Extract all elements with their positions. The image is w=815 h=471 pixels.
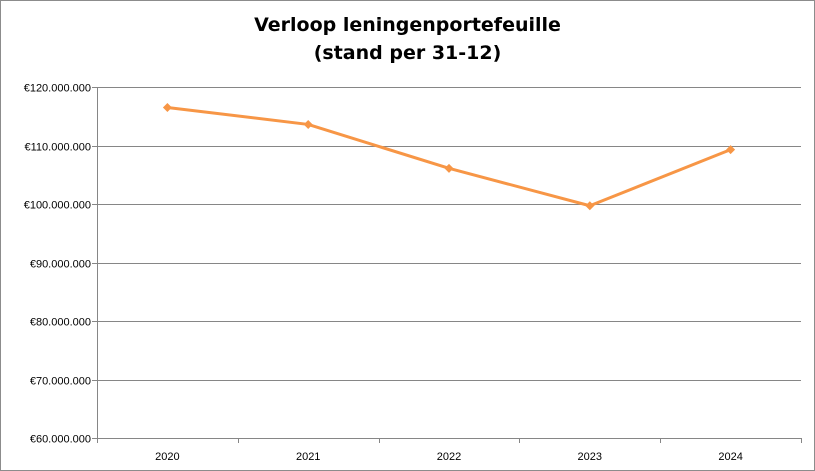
data-point-marker — [303, 119, 313, 129]
y-tick-label: €60.000.000 — [30, 434, 91, 446]
y-tick-label: €120.000.000 — [24, 83, 91, 95]
data-point-marker — [585, 201, 595, 211]
data-point-marker — [726, 145, 736, 155]
chart-subtitle: (stand per 31-12) — [313, 42, 502, 64]
x-tick-label: 2024 — [718, 451, 742, 463]
x-tick-label: 2023 — [578, 451, 602, 463]
series-line — [165, 105, 733, 208]
x-tick-label: 2022 — [437, 451, 461, 463]
y-tick-label: €70.000.000 — [30, 376, 91, 388]
data-point-marker — [444, 163, 454, 173]
chart-title: Verloop leningenportefeuille — [254, 14, 561, 36]
y-tick-label: €110.000.000 — [25, 142, 91, 154]
x-tick-label: 2021 — [296, 451, 320, 463]
y-tick-label: €100.000.000 — [24, 200, 91, 212]
y-tick-label: €80.000.000 — [30, 317, 91, 329]
chart-title-block: Verloop leningenportefeuille (stand per … — [1, 11, 814, 67]
y-tick-label: €90.000.000 — [30, 259, 91, 271]
data-point-marker — [162, 102, 172, 112]
x-tick-label: 2020 — [155, 451, 179, 463]
